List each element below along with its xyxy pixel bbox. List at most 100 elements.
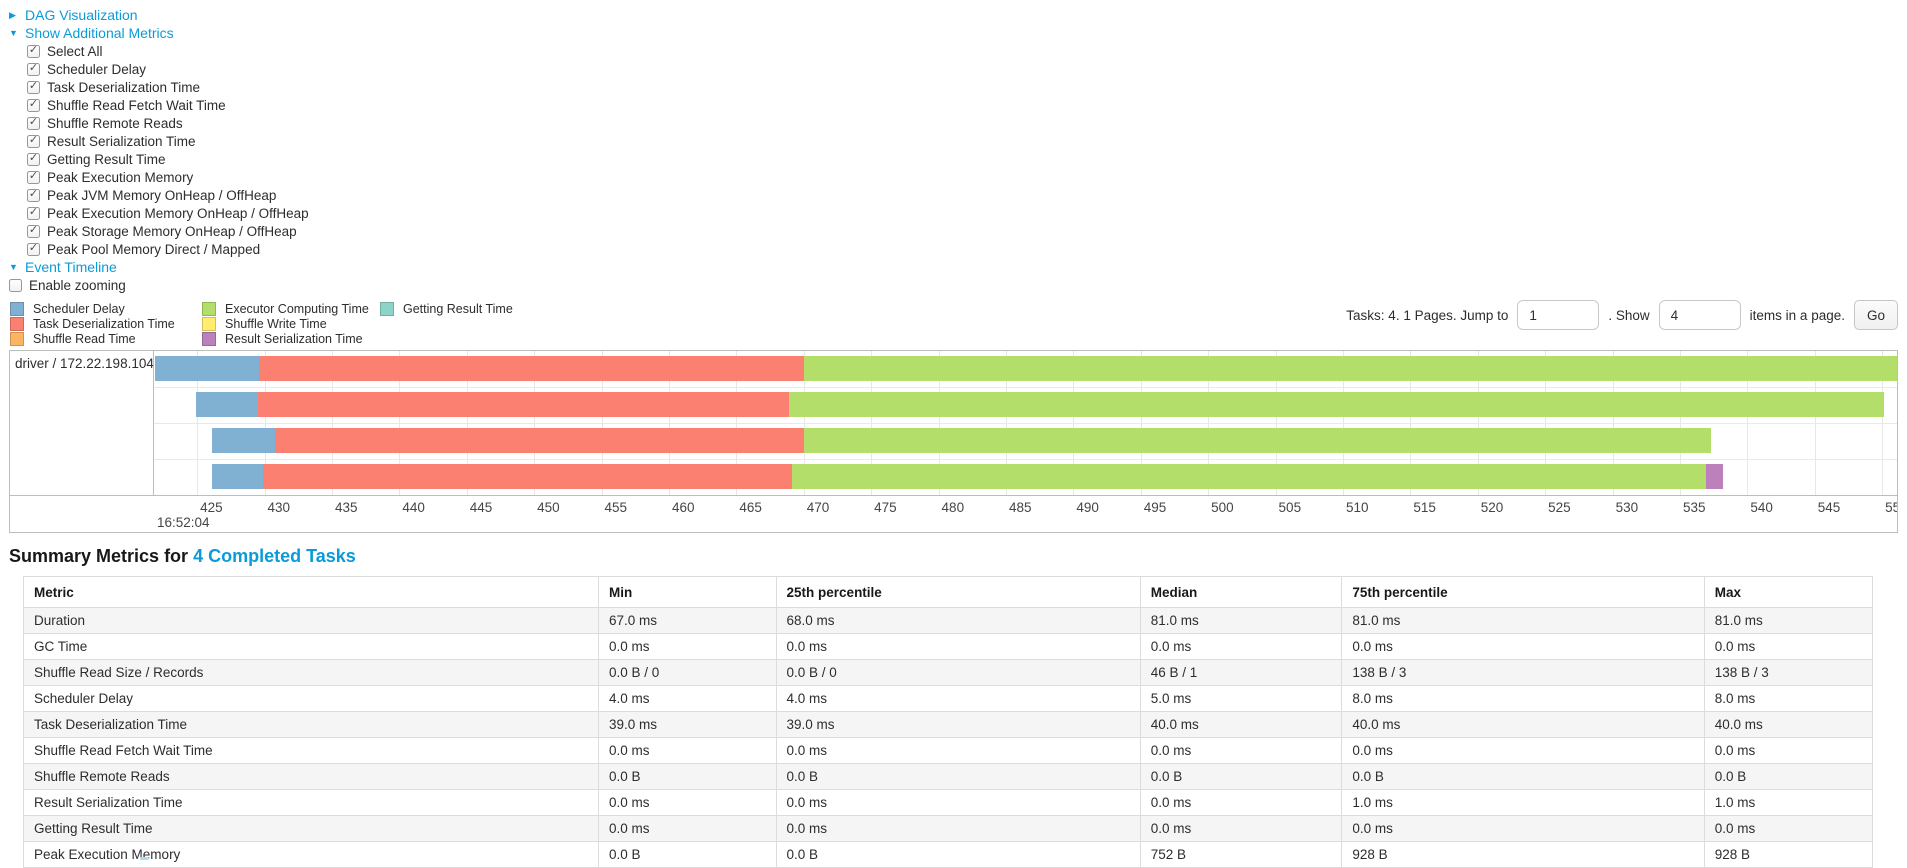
- timeline-bar-segment[interactable]: [803, 428, 1711, 453]
- timeline-bar-segment[interactable]: [211, 428, 276, 453]
- event-timeline-label: Event Timeline: [25, 259, 117, 275]
- timeline-bar-segment[interactable]: [259, 356, 804, 381]
- legend-label: Shuffle Write Time: [225, 316, 327, 331]
- metric-checkbox-label: Result Serialization Time: [47, 133, 196, 149]
- axis-tick-label: 450: [537, 500, 560, 515]
- timeline-bar-segment[interactable]: [803, 356, 1897, 381]
- metric-value-cell: 8.0 ms: [1703, 685, 1874, 712]
- metric-checkbox[interactable]: [27, 80, 40, 94]
- metric-value-cell: 0.0 B: [598, 841, 777, 868]
- metric-checkbox-label: Scheduler Delay: [47, 61, 147, 77]
- column-header: Median: [1139, 576, 1343, 608]
- column-header: 25th percentile: [775, 576, 1141, 608]
- axis-tick-label: 445: [469, 500, 493, 515]
- metric-name-cell: Scheduler Delay: [22, 685, 600, 712]
- metric-checkbox[interactable]: [27, 170, 40, 184]
- metric-value-cell: 0.0 ms: [775, 633, 1141, 660]
- metric-checkbox[interactable]: [27, 152, 40, 166]
- summary-table-header-row: Metric Min 25th percentile Median 75th perce…: [22, 576, 1874, 608]
- metric-checkbox[interactable]: [27, 188, 40, 202]
- metric-value-cell: 0.0 ms: [598, 633, 777, 660]
- metric-checkbox[interactable]: [27, 206, 40, 220]
- go-button[interactable]: Go: [1853, 300, 1898, 330]
- legend-swatch: [10, 331, 24, 346]
- metric-value-cell: 752 B: [1139, 841, 1343, 868]
- table-row: Shuffle Remote Reads 0.0 B 0.0 B 0.0 B 0.0 B…: [22, 763, 1874, 790]
- show-additional-metrics-label: Show Additional Metrics: [25, 25, 174, 41]
- metric-value-cell: 81.0 ms: [1341, 607, 1705, 634]
- metric-checkbox[interactable]: [27, 242, 40, 256]
- timeline-bar-segment[interactable]: [155, 356, 260, 381]
- metric-option-row: Shuffle Remote Reads: [27, 114, 183, 132]
- timeline-bar-segment[interactable]: [275, 428, 804, 453]
- metric-checkbox[interactable]: [27, 134, 40, 148]
- table-row: Task Deserialization Time 39.0 ms 39.0 ms 4…: [22, 711, 1874, 738]
- axis-tick-label: 425: [200, 500, 223, 515]
- metric-option-row: Shuffle Read Fetch Wait Time: [27, 96, 226, 114]
- legend-column: Scheduler Delay Task Deserialization Time…: [10, 301, 202, 346]
- enable-zooming-checkbox[interactable]: [9, 278, 22, 292]
- timeline-bar-segment[interactable]: [1705, 464, 1724, 489]
- timeline-bar-segment[interactable]: [211, 464, 264, 489]
- metric-name-cell: Task Deserialization Time: [22, 711, 600, 738]
- table-row: Shuffle Read Size / Records 0.0 B / 0 0.0 …: [22, 659, 1874, 686]
- metric-value-cell: 928 B: [1341, 841, 1705, 868]
- pagination-summary-text: Tasks: 4. 1 Pages. Jump to: [1346, 307, 1509, 323]
- items-per-page-input[interactable]: [1658, 300, 1741, 330]
- metric-checkbox[interactable]: [27, 44, 40, 58]
- axis-tick-label: 455: [604, 500, 628, 515]
- metric-value-cell: 0.0 ms: [1703, 633, 1874, 660]
- completed-tasks-link[interactable]: 4 Completed Tasks: [193, 546, 356, 566]
- metric-value-cell: 40.0 ms: [1703, 711, 1874, 738]
- timeline-plot: [154, 351, 1897, 495]
- metric-value-cell: 0.0 ms: [1341, 633, 1705, 660]
- metric-checkbox[interactable]: [27, 98, 40, 112]
- summary-metrics-heading-text: Summary Metrics for: [9, 546, 189, 566]
- metric-value-cell: 39.0 ms: [775, 711, 1141, 738]
- metric-value-cell: 4.0 ms: [775, 685, 1141, 712]
- metric-value-cell: 40.0 ms: [1139, 711, 1343, 738]
- metric-name-cell: Getting Result Time: [22, 815, 600, 842]
- legend-swatch: [380, 301, 394, 316]
- metric-value-cell: 5.0 ms: [1139, 685, 1343, 712]
- metric-value-cell: 1.0 ms: [1341, 789, 1705, 816]
- timeline-bar-segment[interactable]: [195, 392, 258, 417]
- metric-checkbox[interactable]: [27, 116, 40, 130]
- show-additional-metrics-toggle[interactable]: ▼ Show Additional Metrics: [9, 24, 174, 42]
- metric-checkbox[interactable]: [27, 224, 40, 238]
- metric-value-cell: 1.0 ms: [1703, 789, 1874, 816]
- metric-value-cell: 46 B / 1: [1139, 659, 1343, 686]
- axis-tick-label: 495: [1143, 500, 1167, 515]
- metric-value-cell: 67.0 ms: [598, 607, 777, 634]
- axis-tick-label: 540: [1750, 500, 1773, 515]
- timeline-bar-segment[interactable]: [257, 392, 789, 417]
- dag-visualization-toggle[interactable]: ▶ DAG Visualization: [9, 6, 138, 24]
- timeline-row-separator: [154, 387, 1897, 388]
- axis-tick-label: 550: [1885, 500, 1897, 515]
- metric-value-cell: 68.0 ms: [775, 607, 1141, 634]
- enable-zooming-row: Enable zooming: [9, 276, 126, 294]
- table-row: Shuffle Read Fetch Wait Time 0.0 ms 0.0 ms…: [22, 737, 1874, 764]
- jump-to-page-input[interactable]: [1517, 300, 1600, 330]
- collapsed-arrow-icon: ▶: [9, 9, 16, 20]
- legend-entry: Shuffle Write Time: [202, 316, 380, 331]
- timeline-legend: Scheduler Delay Task Deserialization Time…: [10, 301, 513, 346]
- legend-entry: Task Deserialization Time: [10, 316, 202, 331]
- axis-tick-label: 500: [1211, 500, 1234, 515]
- legend-entry: Executor Computing Time: [202, 301, 380, 316]
- legend-swatch: [10, 316, 24, 331]
- timeline-axis-ticks: 425 430 435 440 445 450 455 460 465 470 475 480 485 4…: [154, 496, 1897, 532]
- timeline-row-separator: [154, 459, 1897, 460]
- axis-tick-label: 490: [1076, 500, 1099, 515]
- timeline-bar-segment[interactable]: [791, 464, 1706, 489]
- axis-tick-label: 470: [806, 500, 830, 515]
- metric-checkbox[interactable]: [27, 62, 40, 76]
- pagination-items-text: items in a page.: [1749, 307, 1845, 323]
- timeline-bar-segment[interactable]: [263, 464, 792, 489]
- table-row: Result Serialization Time 0.0 ms 0.0 ms 0.0…: [22, 789, 1874, 816]
- task-pagination: Tasks: 4. 1 Pages. Jump to . Show items …: [1346, 300, 1898, 330]
- metric-value-cell: 81.0 ms: [1703, 607, 1874, 634]
- timeline-bar-segment[interactable]: [788, 392, 1884, 417]
- event-timeline-toggle[interactable]: ▼ Event Timeline: [9, 258, 117, 276]
- metric-value-cell: 0.0 ms: [775, 737, 1141, 764]
